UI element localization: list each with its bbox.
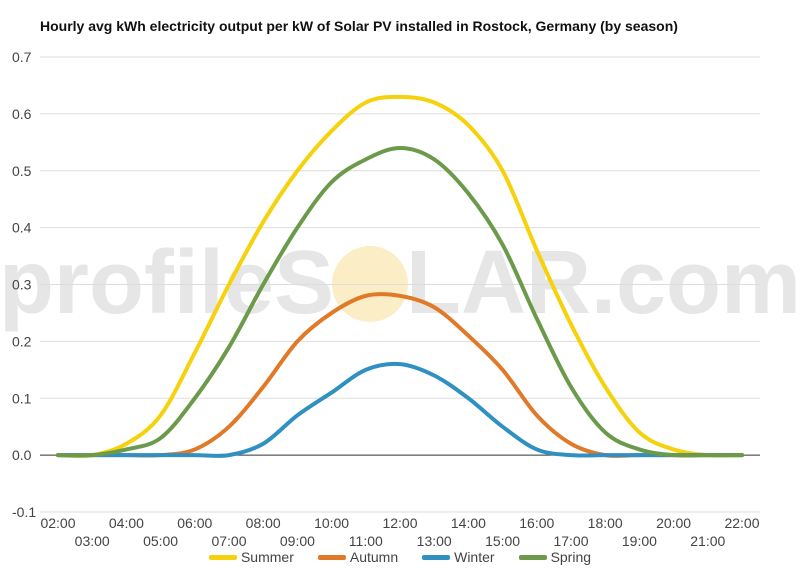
legend-item-winter[interactable]: Winter (422, 549, 495, 565)
series-line-spring (56, 146, 744, 458)
series-lines (56, 94, 744, 458)
y-tick-label: -0.1 (12, 504, 36, 520)
legend: Summer Autumn Winter Spring (0, 549, 800, 565)
legend-label: Autumn (349, 549, 399, 565)
y-tick-label: 0.5 (12, 163, 32, 179)
y-tick-label: 0.2 (12, 333, 32, 349)
legend-item-summer[interactable]: Summer (208, 549, 294, 565)
x-tick-label: 16:00 (519, 515, 554, 531)
legend-item-autumn[interactable]: Autumn (317, 549, 399, 565)
x-tick-label: 20:00 (656, 515, 691, 531)
x-tick-label: 17:00 (553, 533, 588, 549)
x-tick-label: 09:00 (280, 533, 315, 549)
x-tick-label: 03:00 (75, 533, 110, 549)
watermark-text-right: LAR.com (406, 238, 800, 333)
y-tick-label: 0.4 (12, 220, 32, 236)
y-tick-label: 0.1 (12, 390, 32, 406)
legend-swatch (422, 554, 451, 560)
y-axis-ticks: -0.1 0.0 0.1 0.2 0.3 0.4 0.5 0.6 0.7 (12, 49, 36, 520)
watermark-text-left: profileS (0, 238, 334, 333)
x-tick-label: 15:00 (485, 533, 520, 549)
legend-item-spring[interactable]: Spring (518, 549, 592, 565)
x-tick-label: 12:00 (382, 515, 417, 531)
y-tick-label: 0.7 (12, 49, 32, 65)
legend-swatch (518, 554, 547, 560)
x-tick-label: 21:00 (690, 533, 725, 549)
legend-label: Summer (240, 549, 294, 565)
legend-swatch (208, 554, 237, 560)
y-tick-label: 0.0 (12, 447, 32, 463)
x-tick-label: 14:00 (451, 515, 486, 531)
series-line-summer (56, 94, 744, 458)
y-tick-label: 0.3 (12, 277, 32, 293)
x-tick-label: 08:00 (246, 515, 281, 531)
x-tick-label: 18:00 (588, 515, 623, 531)
watermark-logo: profileS LAR.com (0, 238, 800, 333)
x-tick-label: 06:00 (177, 515, 212, 531)
x-tick-label: 02:00 (40, 515, 75, 531)
x-tick-label: 10:00 (314, 515, 349, 531)
legend-label: Winter (454, 549, 495, 565)
x-tick-label: 19:00 (622, 533, 657, 549)
x-tick-label: 04:00 (109, 515, 144, 531)
x-tick-label: 05:00 (143, 533, 178, 549)
x-tick-label: 13:00 (417, 533, 452, 549)
chart-title: Hourly avg kWh electricity output per kW… (40, 18, 678, 34)
y-tick-label: 0.6 (12, 106, 32, 122)
x-tick-label: 07:00 (211, 533, 246, 549)
x-tick-label: 22:00 (724, 515, 759, 531)
legend-label: Spring (550, 549, 592, 565)
legend-swatch (317, 554, 346, 560)
x-tick-label: 11:00 (349, 533, 383, 549)
series-line-winter (56, 361, 744, 458)
